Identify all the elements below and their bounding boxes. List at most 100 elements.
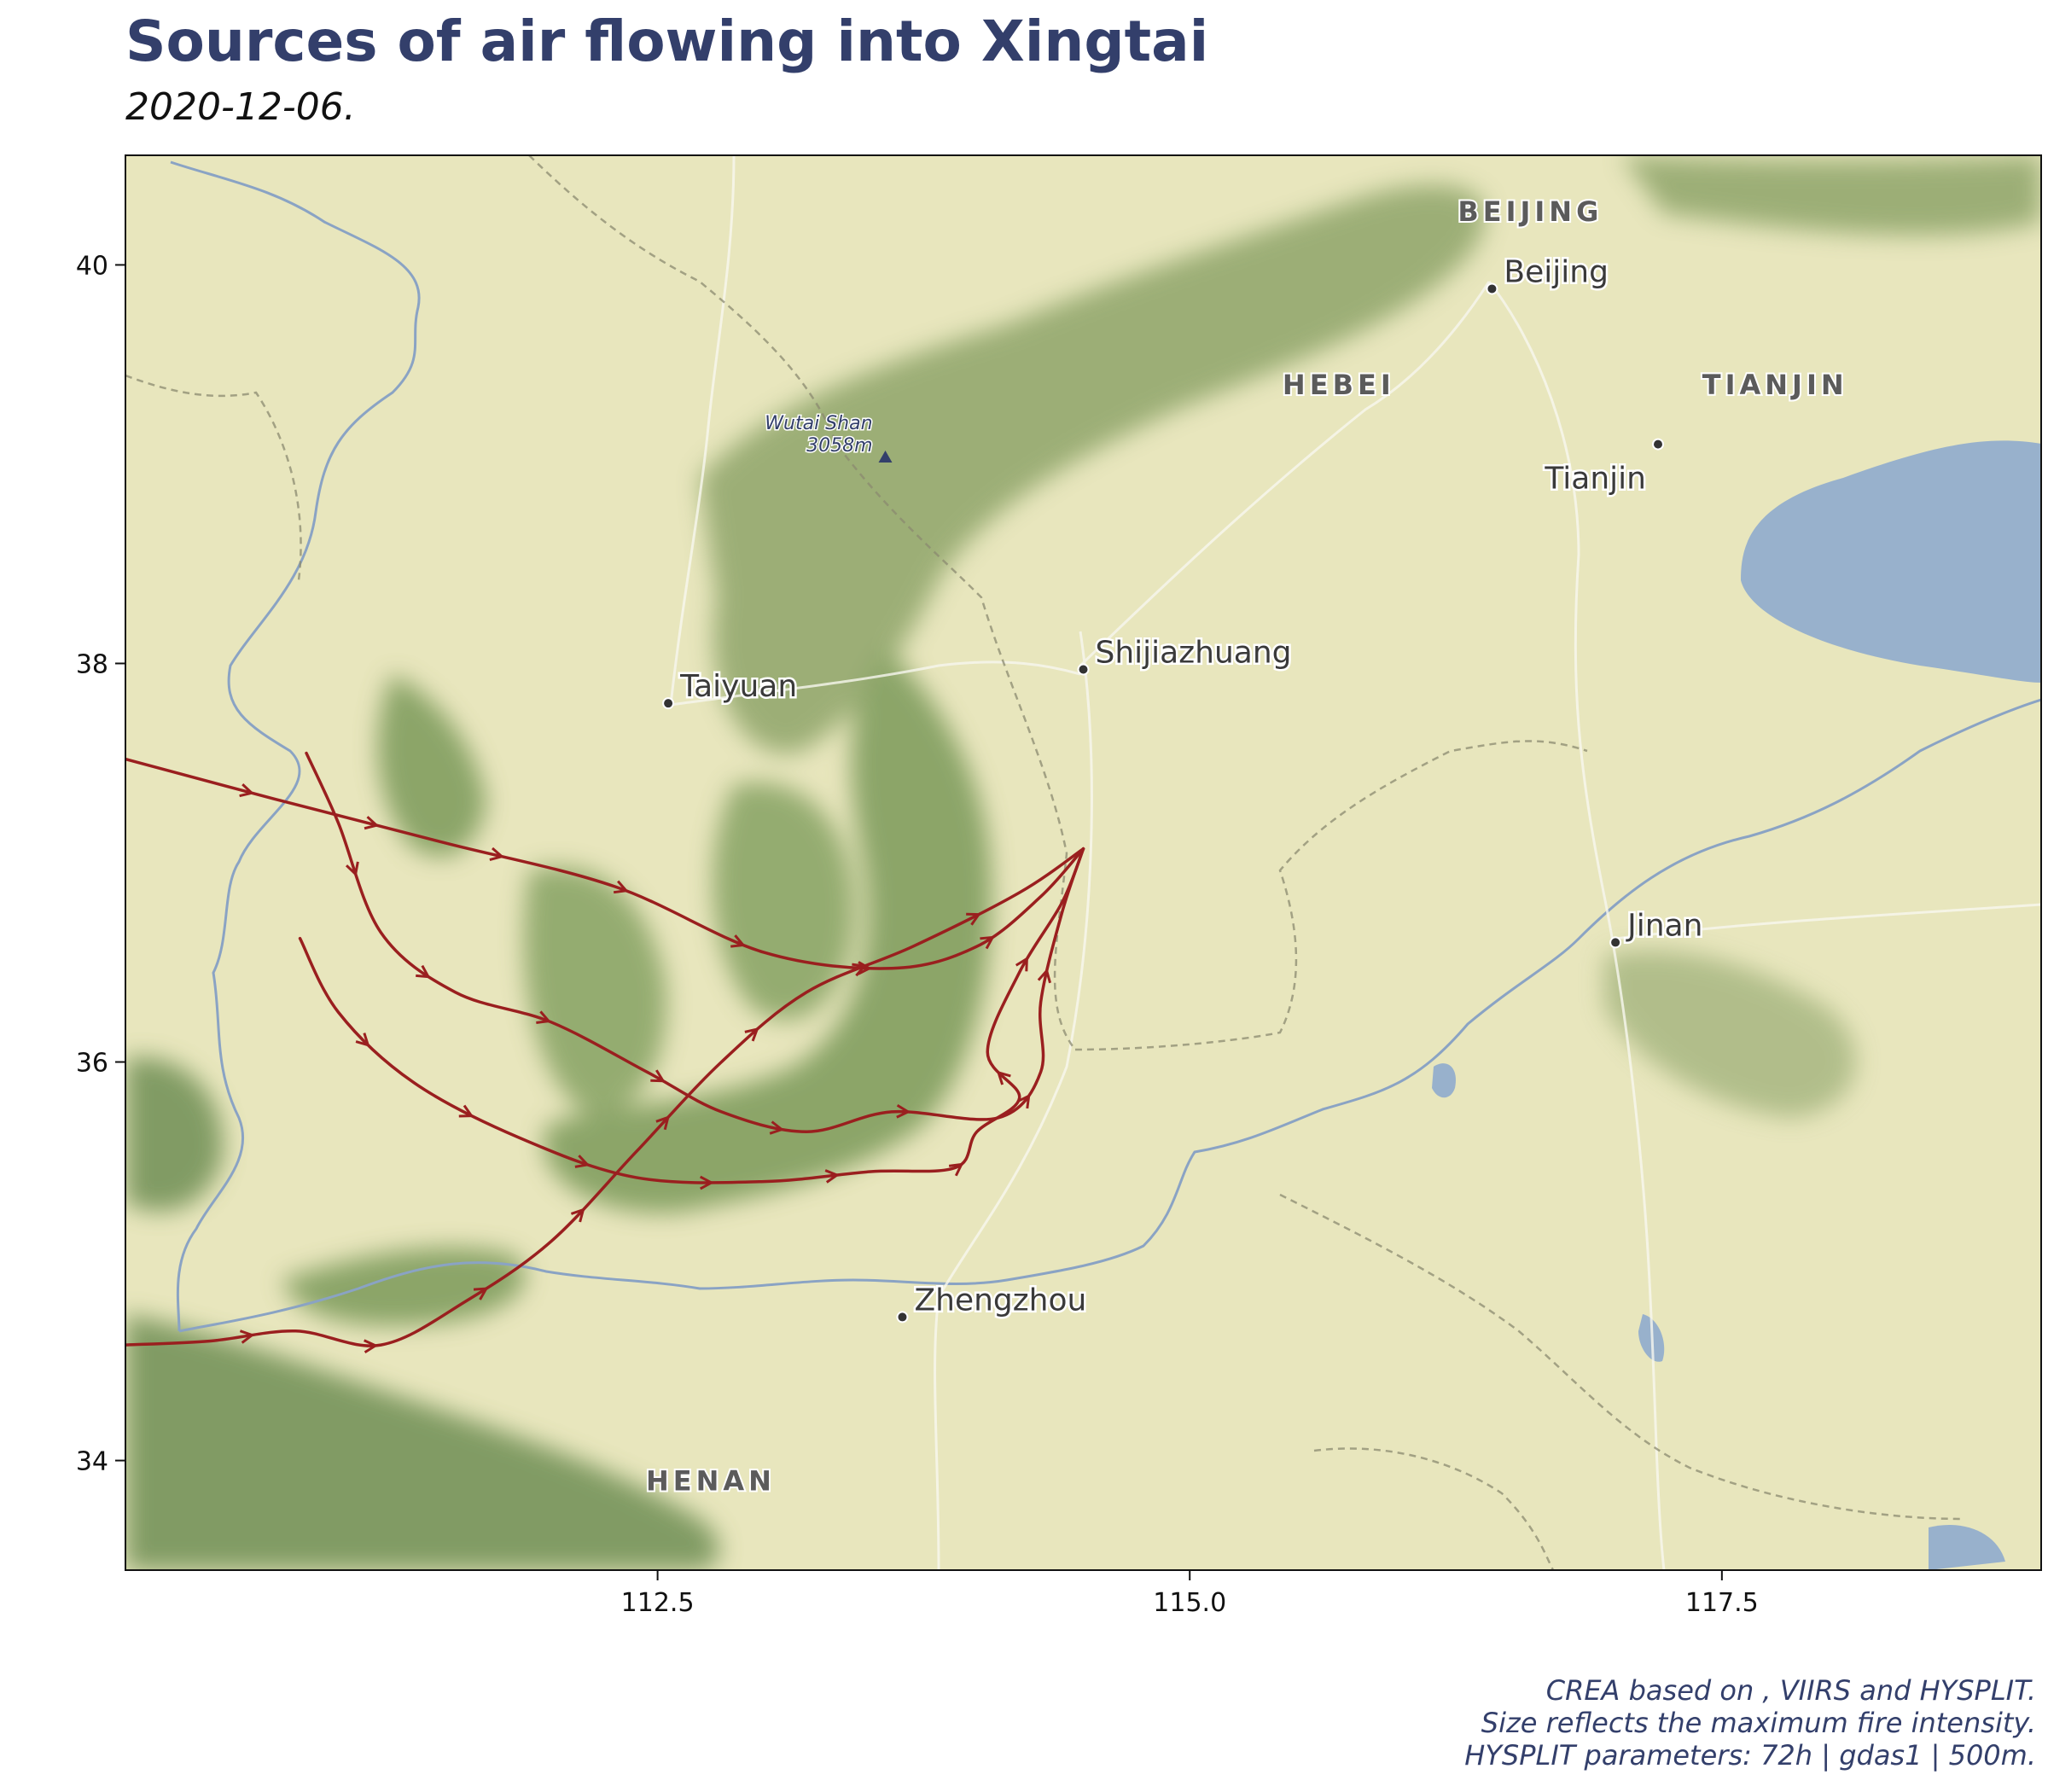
- city-dot: [896, 1311, 909, 1324]
- region-labels: BEIJING HEBEI TIANJIN HENAN: [644, 194, 1848, 1499]
- place-labels: Beijing Tianjin Shijiazhuang Taiyuan Jinan Zh…: [644, 194, 1848, 1499]
- x-tick-label: 117.5: [1685, 1588, 1759, 1618]
- trajectory-arrow-icon: [655, 1115, 670, 1131]
- city-markers: Beijing Tianjin Shijiazhuang Taiyuan Jinan Zh…: [662, 253, 1705, 1324]
- taihang-mountains: [700, 184, 1486, 754]
- road-beijing-shijiazhuang: [1079, 281, 1491, 667]
- chart-title: Sources of air flowing into Xingtai: [125, 9, 1209, 74]
- peak-name-label: Wutai Shan: [765, 413, 872, 434]
- region-label: HENAN: [646, 1465, 776, 1498]
- city-dot: [662, 697, 675, 710]
- lvliang-mountains: [377, 674, 486, 857]
- trajectory-arrow-icon: [948, 1162, 963, 1177]
- x-tick-label: 115.0: [1153, 1588, 1226, 1618]
- city-label: Taiyuan: [679, 669, 797, 704]
- trajectory-arrow-icon: [896, 1103, 910, 1119]
- trajectory-arrow-icon: [473, 1287, 488, 1300]
- peak-marker: Wutai Shan 3058m: [764, 411, 893, 463]
- trajectory-arrow-icon: [364, 816, 378, 830]
- border-shanxi-hebei: [528, 155, 1076, 1050]
- shandong-hills: [1604, 950, 1856, 1118]
- trajectory-arrow-icon: [416, 964, 430, 979]
- caption-line: Size reflects the maximum fire intensity…: [1481, 1707, 2036, 1739]
- trajectory-line: [125, 757, 1085, 970]
- caption-line: HYSPLIT parameters: 72h | gdas1 | 500m.: [1464, 1739, 2036, 1772]
- x-tick-label: 112.5: [621, 1588, 695, 1618]
- trajectory-arrow-icon: [730, 934, 745, 948]
- trajectory-arrow-icon: [355, 1033, 369, 1047]
- y-tick-label: 36: [76, 1049, 108, 1079]
- region-label: HEBEI: [1283, 369, 1395, 401]
- city-label: Beijing: [1504, 254, 1609, 289]
- trajectory-arrow-icon: [650, 1069, 665, 1083]
- city-dot: [1652, 438, 1664, 451]
- trajectory-line: [298, 847, 1085, 1184]
- trajectory-arrow-icon: [489, 847, 503, 862]
- west-mountains: [125, 1056, 224, 1212]
- trajectory-arrow-icon: [1015, 957, 1028, 972]
- city-label: Shijiazhuang: [1096, 635, 1292, 670]
- x-axis: 112.5 115.0 117.5: [621, 1570, 1759, 1618]
- trajectory-arrow-icon: [997, 1071, 1011, 1085]
- zhongtiao-mountains: [282, 1247, 526, 1326]
- trajectory-arrow-icon: [824, 1169, 839, 1184]
- peak-elevation-label: 3058m: [806, 435, 872, 457]
- trajectories: [125, 751, 1085, 1353]
- trajectory-arrow-icon: [744, 1027, 759, 1042]
- trajectory-arrow-icon: [852, 963, 866, 977]
- road-taiyuan-north: [669, 155, 736, 706]
- y-axis: 34 36 38 40: [76, 251, 125, 1477]
- caption-line: CREA based on , VIIRS and HYSPLIT.: [1545, 1674, 2036, 1707]
- city-label: Tianjin: [1544, 462, 1646, 497]
- city-label: Jinan: [1626, 908, 1702, 943]
- city-dot: [1077, 663, 1090, 676]
- trajectory-line: [305, 751, 1085, 1134]
- yellow-river-north: [170, 160, 421, 1332]
- trajectory-arrow-icon: [574, 1155, 589, 1168]
- trajectory-line: [125, 847, 1085, 1347]
- region-label: BEIJING: [1457, 195, 1603, 228]
- trajectory-arrow-icon: [570, 1208, 585, 1223]
- yanshan-north: [1621, 155, 2041, 236]
- trajectory-arrow-icon: [239, 783, 253, 798]
- trajectory-arrow-icon: [613, 880, 628, 894]
- mountain-terrain: [125, 155, 2041, 1570]
- y-tick-label: 34: [76, 1447, 108, 1477]
- trajectory-arrow-icon: [980, 936, 994, 950]
- trajectory-arrow-icon: [364, 1339, 377, 1353]
- trajectory-arrow-icon: [966, 912, 980, 926]
- rivers: [170, 160, 2041, 1333]
- y-tick-label: 40: [76, 251, 108, 281]
- trajectory-arrow-icon: [699, 1175, 713, 1190]
- province-borders: [125, 155, 1964, 1570]
- trajectory-arrow-icon: [1037, 969, 1052, 984]
- yellow-river-main: [178, 698, 2041, 1333]
- trajectory-arrow-icon: [769, 1120, 783, 1135]
- trajectory-arrow-icon: [857, 961, 871, 975]
- dongping-lake: [1432, 1063, 1456, 1098]
- city-label: Zhengzhou: [914, 1283, 1086, 1318]
- chart-subtitle: 2020-12-06.: [125, 85, 356, 129]
- border-henan-south: [1313, 1447, 1555, 1570]
- road-shijiazhuang-zhengzhou: [934, 631, 1093, 1570]
- central-shanxi-hills: [523, 866, 667, 1113]
- road-beijing-jinan: [1487, 281, 1666, 1570]
- trajectory-arrow-icon: [458, 1104, 474, 1118]
- trajectory-arrow-icon: [239, 1329, 253, 1344]
- basemap: [125, 155, 2041, 1570]
- trajectory-arrow-icon: [1016, 1094, 1031, 1109]
- funiu-qinling-mountains: [125, 1314, 720, 1570]
- plot-frame: [125, 154, 2042, 1571]
- hongze-lake: [1929, 1524, 2005, 1570]
- border-hebei-shandong: [1074, 740, 1588, 1051]
- road-jinan-east: [1615, 903, 2041, 940]
- y-tick-label: 38: [76, 649, 108, 679]
- trajectory-arrow-icon: [536, 1010, 550, 1024]
- bohai-sea: [1741, 440, 2041, 683]
- road-taiyuan-shijiazhuang: [670, 660, 1081, 707]
- roads: [669, 155, 2041, 1570]
- caption: CREA based on , VIIRS and HYSPLIT. Size …: [1464, 1674, 2036, 1772]
- region-label: TIANJIN: [1702, 369, 1848, 401]
- trajectory-arrow-icon: [345, 861, 359, 876]
- city-dot: [1609, 936, 1622, 949]
